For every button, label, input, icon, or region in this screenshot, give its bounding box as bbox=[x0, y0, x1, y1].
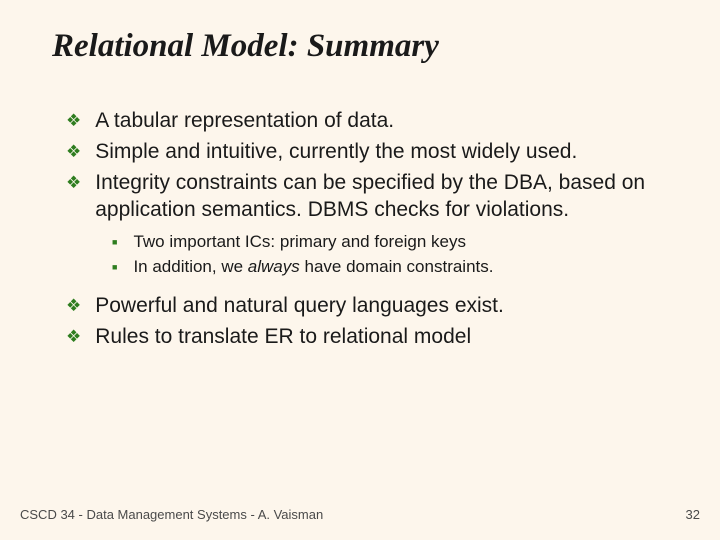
bullet-item: ❖ Simple and intuitive, currently the mo… bbox=[66, 138, 672, 165]
diamond-bullet-icon: ❖ bbox=[66, 323, 81, 350]
bullet-item: ❖ Integrity constraints can be specified… bbox=[66, 169, 672, 223]
slide-footer: CSCD 34 - Data Management Systems - A. V… bbox=[20, 507, 700, 522]
diamond-bullet-icon: ❖ bbox=[66, 138, 81, 165]
footer-page-number: 32 bbox=[686, 507, 700, 522]
sub-bullet-list: ■ Two important ICs: primary and foreign… bbox=[52, 231, 672, 278]
bullet-text: Powerful and natural query languages exi… bbox=[95, 292, 504, 319]
sub-text-post: have domain constraints. bbox=[300, 257, 494, 276]
square-bullet-icon: ■ bbox=[112, 256, 117, 278]
footer-left-text: CSCD 34 - Data Management Systems - A. V… bbox=[20, 507, 323, 522]
main-bullet-list: ❖ A tabular representation of data. ❖ Si… bbox=[52, 107, 672, 223]
sub-text-pre: In addition, we bbox=[133, 257, 247, 276]
sub-bullet-text: Two important ICs: primary and foreign k… bbox=[133, 231, 466, 253]
sub-bullet-item: ■ Two important ICs: primary and foreign… bbox=[112, 231, 672, 253]
bullet-item: ❖ Rules to translate ER to relational mo… bbox=[66, 323, 672, 350]
slide-title: Relational Model: Summary bbox=[52, 28, 672, 65]
bullet-item: ❖ A tabular representation of data. bbox=[66, 107, 672, 134]
square-bullet-icon: ■ bbox=[112, 231, 117, 253]
sub-text-emph: always bbox=[248, 257, 300, 276]
bullet-item: ❖ Powerful and natural query languages e… bbox=[66, 292, 672, 319]
diamond-bullet-icon: ❖ bbox=[66, 107, 81, 134]
sub-bullet-text: In addition, we always have domain const… bbox=[133, 256, 493, 278]
diamond-bullet-icon: ❖ bbox=[66, 292, 81, 319]
bullet-text: Rules to translate ER to relational mode… bbox=[95, 323, 471, 350]
diamond-bullet-icon: ❖ bbox=[66, 169, 81, 196]
bullet-text: Integrity constraints can be specified b… bbox=[95, 169, 672, 223]
bullet-text: Simple and intuitive, currently the most… bbox=[95, 138, 577, 165]
main-bullet-list-continued: ❖ Powerful and natural query languages e… bbox=[52, 292, 672, 350]
slide-container: Relational Model: Summary ❖ A tabular re… bbox=[0, 0, 720, 350]
bullet-text: A tabular representation of data. bbox=[95, 107, 394, 134]
sub-bullet-item: ■ In addition, we always have domain con… bbox=[112, 256, 672, 278]
